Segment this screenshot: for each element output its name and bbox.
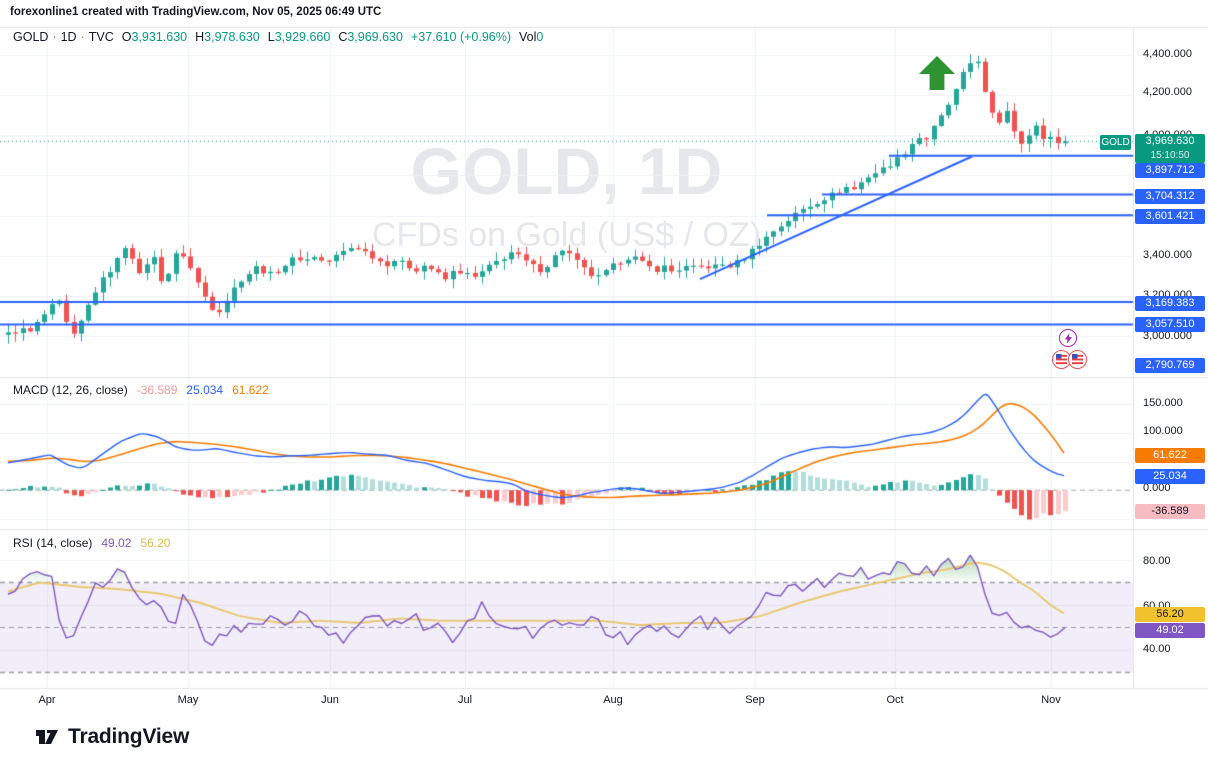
time-axis-month-label: Apr xyxy=(38,694,56,706)
macd-legend[interactable]: MACD (12, 26, close) -36.589 25.034 61.6… xyxy=(13,383,269,397)
price-axis[interactable]: GOLD 3,969.630 15:10:50 4,400.000 4,200.0… xyxy=(1100,0,1208,768)
legend-timeframe: 1D xyxy=(60,30,77,44)
low-label: L xyxy=(267,30,275,44)
current-price-value: 3,969.630 xyxy=(1145,135,1195,147)
close-label: C xyxy=(338,30,348,44)
macd-histogram-value: -36.589 xyxy=(136,383,178,397)
up-arrow-marker[interactable] xyxy=(919,56,955,95)
tradingview-logo-text: TradingView xyxy=(68,725,190,748)
axis-level-badge: 3,169.383 xyxy=(1135,296,1205,311)
axis-level-badge: 3,057.510 xyxy=(1135,317,1205,332)
economic-event-lightning-icon[interactable] xyxy=(1059,329,1077,347)
axis-level-badge: 3,601.421 xyxy=(1135,209,1205,224)
axis-level-badge: 25.034 xyxy=(1135,469,1205,484)
axis-tick: 3,000.000 xyxy=(1143,330,1192,342)
axis-level-badge: 3,704.312 xyxy=(1135,189,1205,204)
low-value: 3,929.660 xyxy=(274,30,331,44)
axis-level-badge: 3,897.712 xyxy=(1135,163,1205,178)
axis-tick: 100.000 xyxy=(1143,425,1183,437)
volume-value: 0 xyxy=(536,30,544,44)
tradingview-logo-icon xyxy=(36,730,58,744)
close-value: 3,969.630 xyxy=(347,30,403,44)
rsi-ma-value: 56.20 xyxy=(140,536,171,550)
time-axis-month-label: Nov xyxy=(1041,694,1061,706)
time-axis-month-label: Sep xyxy=(745,694,765,706)
symbol-price-chip: GOLD xyxy=(1100,135,1131,150)
time-axis-month-label: Aug xyxy=(603,694,623,706)
legend-separator: · xyxy=(52,30,57,44)
macd-line-value: 25.034 xyxy=(186,383,224,397)
legend-separator: · xyxy=(80,30,85,44)
high-label: H xyxy=(195,30,205,44)
change-value: +37.610 (+0.96%) xyxy=(410,30,512,44)
time-axis-month-label: Jul xyxy=(457,694,473,706)
macd-label: MACD (12, 26, close) xyxy=(13,383,128,397)
axis-tick: 3,400.000 xyxy=(1143,249,1192,261)
time-axis-month-label: Oct xyxy=(886,694,904,706)
open-value: 3,931.630 xyxy=(131,30,188,44)
symbol-legend[interactable]: GOLD · 1D · TVC O3,931.630 H3,978.630 L3… xyxy=(13,30,543,44)
rsi-legend[interactable]: RSI (14, close) 49.02 56.20 xyxy=(13,536,170,550)
axis-tick: 4,200.000 xyxy=(1143,86,1192,98)
macd-signal-value: 61.622 xyxy=(232,383,269,397)
time-axis-month-label: Jun xyxy=(321,694,339,706)
attribution-text: forexonline1 created with TradingView.co… xyxy=(10,6,382,18)
axis-level-badge: 2,790.769 xyxy=(1135,358,1205,373)
current-price-badge: 3,969.630 15:10:50 xyxy=(1135,134,1205,163)
tradingview-logo[interactable]: TradingView xyxy=(33,723,189,751)
volume-label: Vol xyxy=(519,30,537,44)
rsi-label: RSI (14, close) xyxy=(13,536,93,550)
time-axis-month-label: May xyxy=(177,694,199,706)
axis-tick: 0.000 xyxy=(1143,482,1171,494)
axis-tick: 40.00 xyxy=(1143,643,1171,655)
economic-event-us-flag-icon[interactable] xyxy=(1068,350,1087,369)
rsi-value: 49.02 xyxy=(101,536,132,550)
high-value: 3,978.630 xyxy=(204,30,260,44)
axis-tick: 4,400.000 xyxy=(1143,48,1192,60)
axis-level-badge: -36.589 xyxy=(1135,504,1205,519)
time-axis[interactable]: Apr May Jun Jul Aug Sep Oct Nov xyxy=(0,688,1133,714)
axis-level-badge: 49.02 xyxy=(1135,623,1205,638)
open-label: O xyxy=(121,30,132,44)
legend-exchange: TVC xyxy=(88,30,114,44)
bar-countdown: 15:10:50 xyxy=(1150,150,1190,161)
legend-symbol: GOLD xyxy=(13,30,49,44)
axis-level-badge: 61.622 xyxy=(1135,448,1205,463)
axis-level-badge: 56.20 xyxy=(1135,607,1205,622)
axis-tick: 80.00 xyxy=(1143,555,1171,567)
axis-tick: 150.000 xyxy=(1143,397,1183,409)
